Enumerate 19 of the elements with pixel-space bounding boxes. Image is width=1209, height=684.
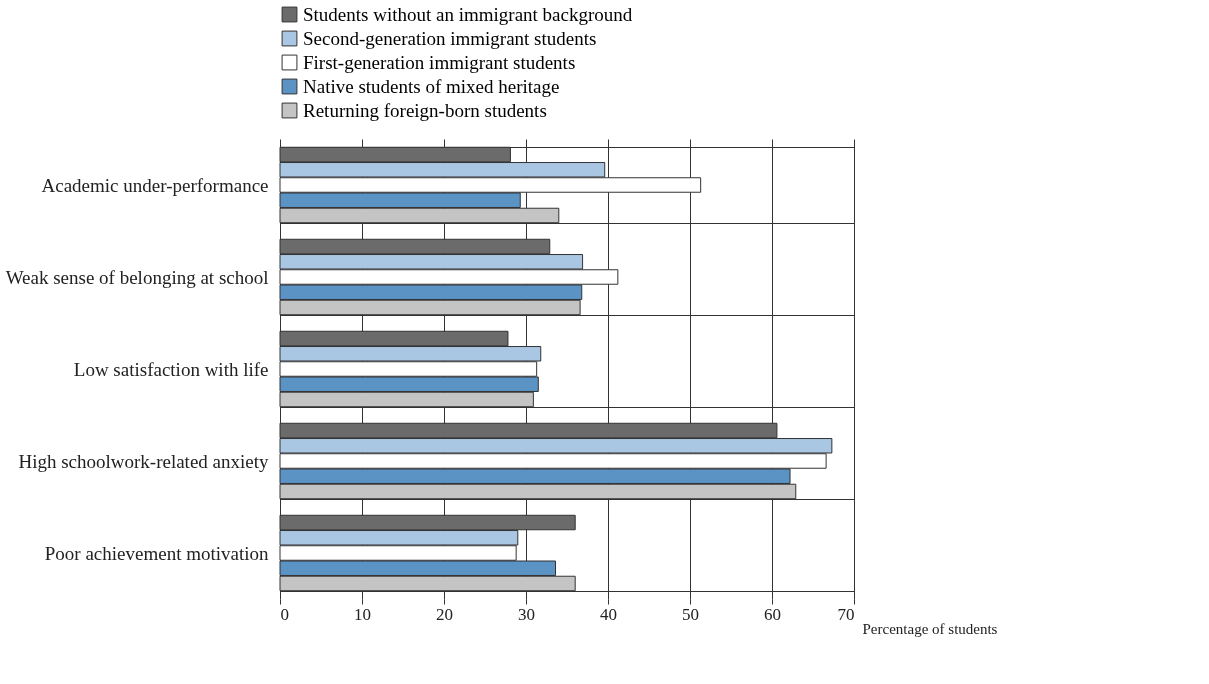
legend-label: Returning foreign-born students — [303, 99, 547, 121]
x-tick-label: 40 — [600, 604, 617, 624]
legend-label: Second-generation immigrant students — [303, 27, 597, 49]
x-axis-title: Percentage of students — [862, 620, 998, 637]
legend-label: Students without an immigrant background — [303, 3, 633, 25]
x-tick-label: 0 — [280, 604, 289, 624]
y-tick-label: Low satisfaction with life — [73, 358, 269, 380]
y-tick-label: High schoolwork-related anxiety — [18, 450, 269, 472]
legend-label: First-generation immigrant students — [303, 51, 576, 73]
x-tick-label: 60 — [764, 604, 781, 624]
x-tick-label: 70 — [837, 604, 855, 624]
x-tick-label: 50 — [682, 604, 699, 624]
y-tick-label: Weak sense of belonging at school — [5, 266, 269, 288]
y-tick-label: Academic under-performance — [41, 174, 269, 196]
y-tick-label: Poor achievement motivation — [44, 542, 269, 564]
legend-label: Native students of mixed heritage — [303, 75, 560, 97]
x-tick-label: 30 — [518, 604, 535, 624]
x-tick-label: 10 — [354, 604, 371, 624]
x-tick-label: 20 — [436, 604, 453, 624]
